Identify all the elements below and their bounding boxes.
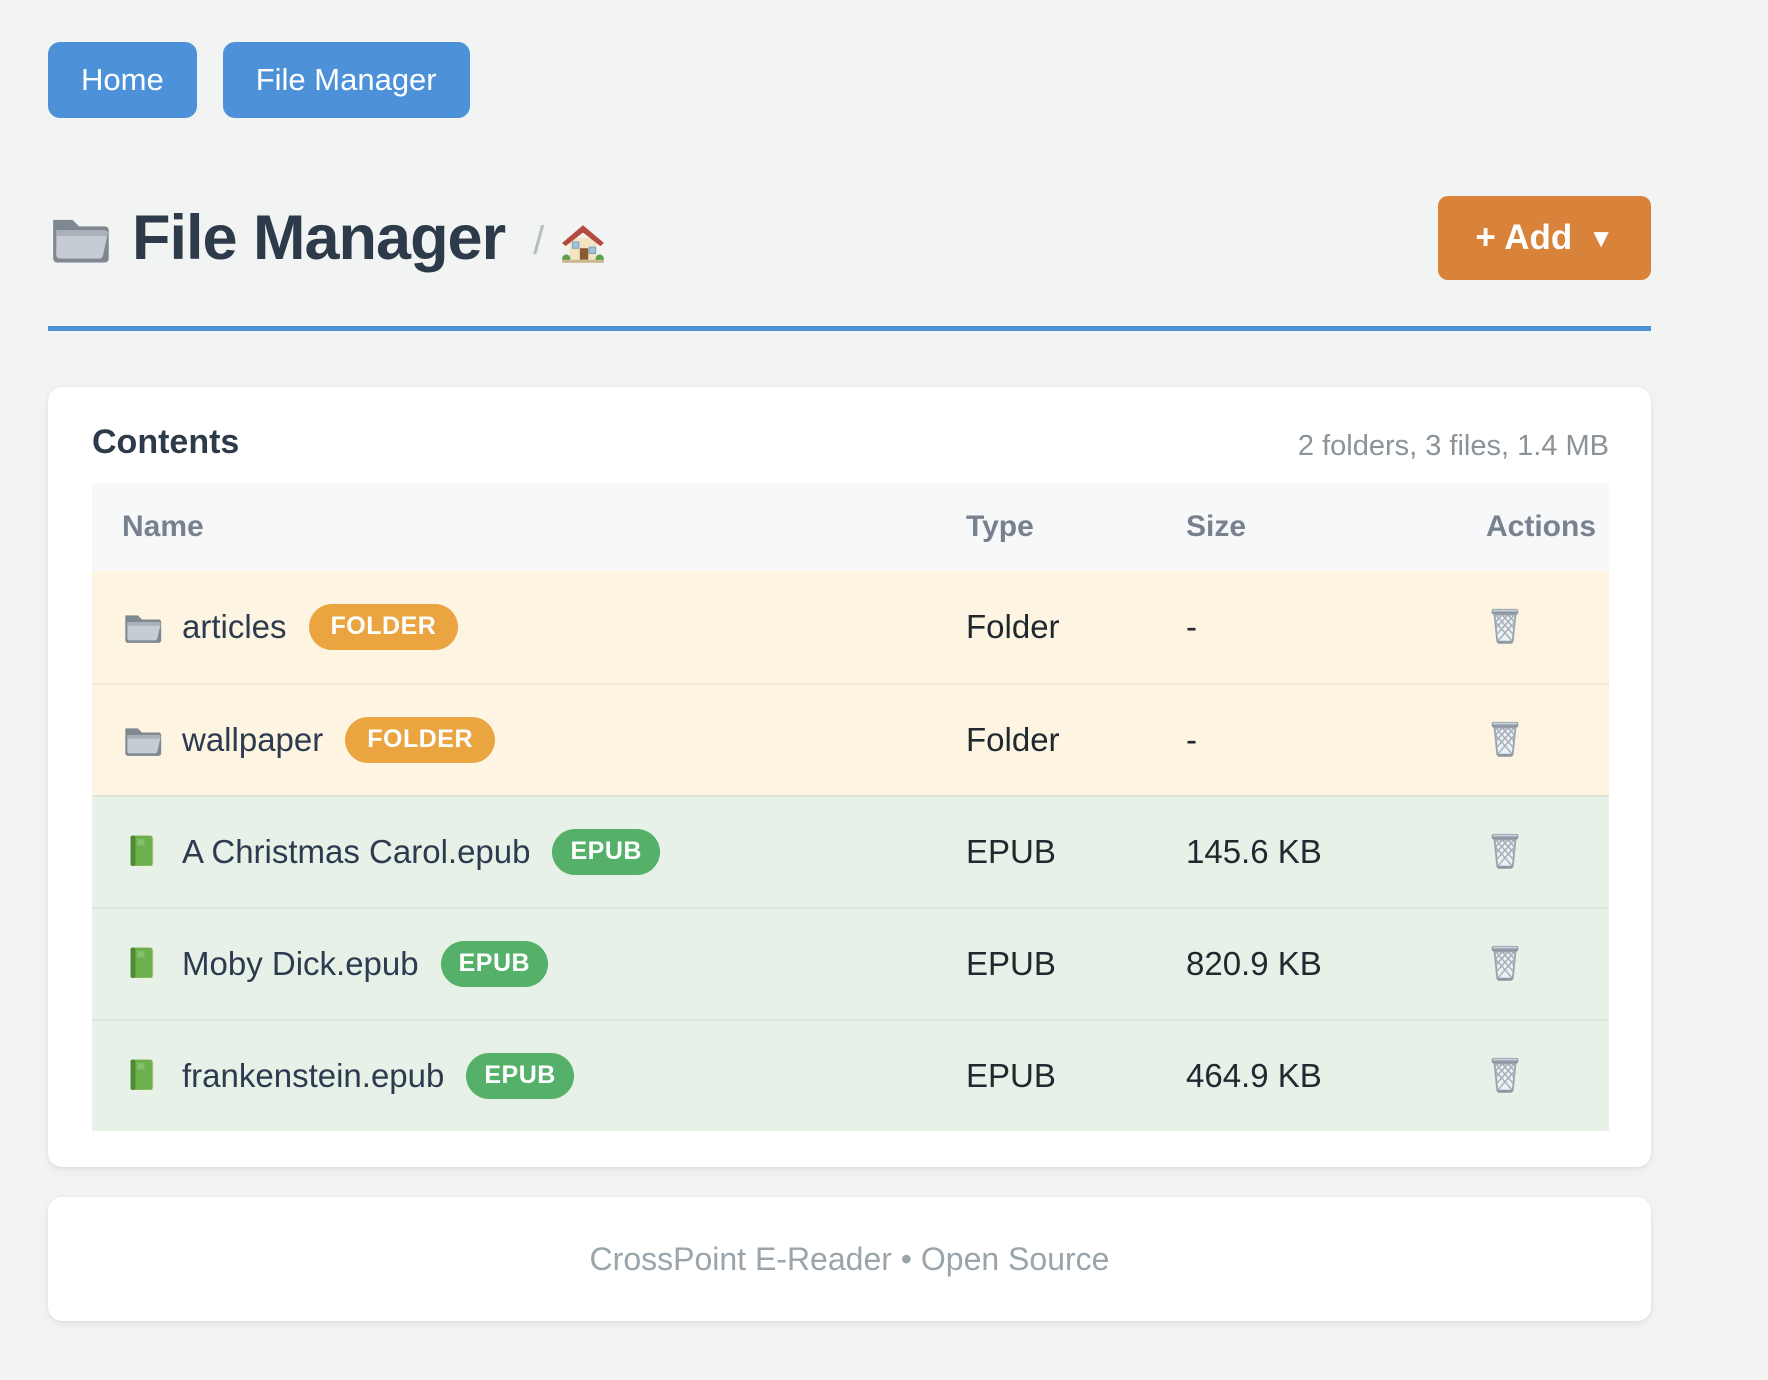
trash-icon [1486,829,1524,874]
home-icon[interactable] [560,222,606,264]
contents-card-header: Contents 2 folders, 3 files, 1.4 MB [92,421,1609,463]
delete-button[interactable] [1486,829,1524,874]
column-header-size: Size [1186,510,1247,543]
file-manager-nav-button[interactable]: File Manager [222,42,470,118]
folder-icon [122,609,162,645]
table-header-row: Name Type Size Actions [92,483,1609,571]
trash-icon [1486,604,1524,649]
delete-button[interactable] [1486,941,1524,986]
page-title: File Manager [132,203,506,273]
book-icon [122,1058,162,1094]
footer-text: CrossPoint E-Reader • Open Source [589,1240,1110,1277]
page-header: File Manager / + Add ▼ [48,196,1651,280]
table-row: A Christmas Carol.epub EPUB EPUB 145.6 K… [92,795,1609,907]
type-badge: FOLDER [345,717,496,763]
table-row: Moby Dick.epub EPUB EPUB 820.9 KB [92,907,1609,1019]
type-cell: Folder [966,608,1060,645]
add-button[interactable]: + Add ▼ [1438,196,1651,280]
column-header-type: Type [966,510,1034,543]
type-cell: Folder [966,721,1060,758]
header-divider [48,326,1651,331]
contents-heading: Contents [92,423,240,461]
page-container: Home File Manager File Manager / + Add ▼… [48,0,1651,1321]
name-cell: frankenstein.epub EPUB [92,1053,966,1099]
file-name-link[interactable]: wallpaper [182,721,324,758]
size-cell: 464.9 KB [1186,1057,1322,1094]
contents-card: Contents 2 folders, 3 files, 1.4 MB Name… [48,387,1651,1167]
breadcrumb-separator: / [533,218,545,263]
actions-cell [1468,1053,1609,1100]
actions-cell [1468,829,1609,876]
type-badge: EPUB [466,1053,574,1099]
book-icon [122,946,162,982]
home-nav-button[interactable]: Home [48,42,197,118]
column-header-actions: Actions [1486,510,1597,543]
name-cell: Moby Dick.epub EPUB [92,941,966,987]
file-name-link[interactable]: A Christmas Carol.epub [182,833,531,870]
caret-down-icon: ▼ [1588,223,1614,253]
type-cell: EPUB [966,945,1056,982]
type-badge: FOLDER [308,604,459,650]
delete-button[interactable] [1486,604,1524,649]
folder-icon [122,722,162,758]
file-name-link[interactable]: articles [182,608,287,645]
type-badge: EPUB [440,941,549,987]
table-row: frankenstein.epub EPUB EPUB 464.9 KB [92,1019,1609,1131]
name-cell: wallpaper FOLDER [92,717,966,763]
type-cell: EPUB [966,1057,1056,1094]
table-row: wallpaper FOLDER Folder - [92,683,1609,795]
size-cell: - [1186,721,1197,758]
actions-cell [1468,717,1609,764]
size-cell: - [1186,608,1197,645]
delete-button[interactable] [1486,1053,1524,1098]
file-name-link[interactable]: frankenstein.epub [182,1057,445,1094]
table-body: articles FOLDER Folder - wallpaper FOLDE… [92,571,1609,1131]
top-nav: Home File Manager [48,0,1651,118]
actions-cell [1468,604,1609,651]
contents-summary: 2 folders, 3 files, 1.4 MB [1297,430,1609,462]
file-table: Name Type Size Actions articles FOLDER F… [92,483,1609,1131]
size-cell: 145.6 KB [1186,833,1322,870]
actions-cell [1468,941,1609,988]
trash-icon [1486,717,1524,762]
trash-icon [1486,941,1524,986]
name-cell: articles FOLDER [92,604,966,650]
book-icon [122,834,162,870]
file-name-link[interactable]: Moby Dick.epub [182,945,419,982]
add-button-label: + Add [1475,218,1573,257]
column-header-name: Name [122,510,204,543]
trash-icon [1486,1053,1524,1098]
type-badge: EPUB [552,829,660,875]
name-cell: A Christmas Carol.epub EPUB [92,829,966,875]
delete-button[interactable] [1486,717,1524,762]
table-row: articles FOLDER Folder - [92,571,1609,683]
footer-card: CrossPoint E-Reader • Open Source [48,1197,1651,1321]
type-cell: EPUB [966,833,1056,870]
folder-icon [48,212,110,264]
size-cell: 820.9 KB [1186,945,1322,982]
